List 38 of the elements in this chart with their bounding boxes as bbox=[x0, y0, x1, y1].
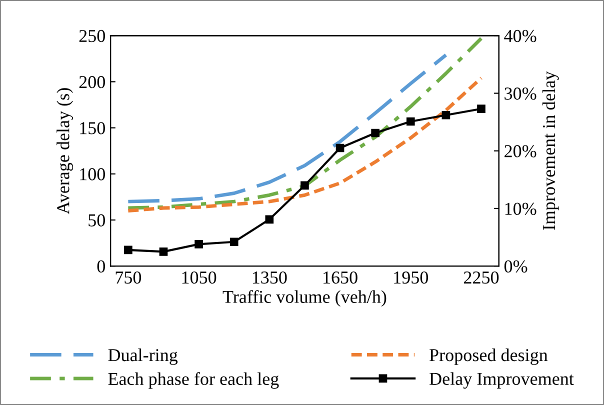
y2-axis-title: Improvement in delay bbox=[542, 71, 559, 230]
y-tick-label: 0 bbox=[97, 260, 105, 273]
x-tick-label: 1950 bbox=[394, 271, 428, 284]
point bbox=[124, 246, 132, 254]
y-axis-title: Average delay (s) bbox=[56, 88, 74, 214]
legend-label: Each phase for each leg bbox=[108, 372, 279, 389]
y-tick-label: 100 bbox=[80, 168, 105, 180]
x-tick-label: 1650 bbox=[324, 271, 358, 284]
y-tick-label: 250 bbox=[79, 30, 105, 42]
point bbox=[159, 248, 168, 256]
point bbox=[442, 110, 450, 120]
x-tick-label: 1350 bbox=[252, 271, 287, 284]
line-series bbox=[126, 53, 448, 204]
y2-tick-label: 10% bbox=[505, 202, 536, 215]
y2-tick-label: 40% bbox=[504, 30, 536, 42]
y2-tick-label: 30% bbox=[504, 88, 536, 100]
point bbox=[230, 238, 238, 246]
y2-tick-label: 20% bbox=[504, 145, 536, 158]
legend-label: Delay Improvement bbox=[430, 372, 574, 389]
line-series bbox=[126, 76, 483, 213]
point bbox=[300, 181, 309, 190]
y-tick-label: 50 bbox=[88, 214, 105, 226]
y-tick-label: 200 bbox=[79, 76, 105, 88]
point bbox=[406, 117, 415, 126]
point bbox=[477, 104, 486, 113]
x-tick-label: 1050 bbox=[182, 271, 216, 284]
point bbox=[371, 128, 380, 138]
x-tick-label: 750 bbox=[116, 271, 142, 284]
legend-label: Dual-ring bbox=[108, 348, 178, 365]
legend-label: Proposed design bbox=[430, 348, 548, 365]
line-series bbox=[126, 36, 483, 210]
x-axis-title: Traffic volume (veh/h) bbox=[222, 290, 386, 307]
point bbox=[265, 215, 274, 224]
point bbox=[194, 240, 203, 248]
y-tick-label: 150 bbox=[80, 122, 105, 134]
x-tick-label: 2250 bbox=[464, 271, 499, 284]
y2-tick-label: 0% bbox=[504, 260, 528, 273]
point bbox=[336, 144, 344, 152]
